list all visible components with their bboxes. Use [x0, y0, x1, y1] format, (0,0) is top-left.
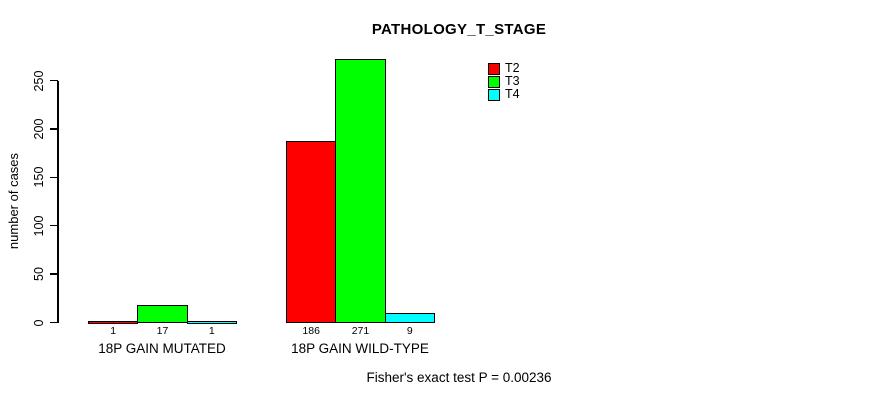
bar-value-label: 9: [406, 325, 413, 337]
x-category-label: 18P GAIN MUTATED: [98, 341, 226, 356]
y-tick-label: 150: [32, 166, 46, 188]
chart-title: PATHOLOGY_T_STAGE: [371, 21, 547, 38]
bar-t3-group2: [335, 59, 386, 324]
bar-t4-group1: [186, 320, 237, 324]
legend-item-t4: T4: [488, 88, 520, 101]
legend-swatch-t4: [488, 88, 500, 101]
y-tick-label: 0: [32, 319, 46, 326]
bar-value-label: 1: [110, 325, 117, 337]
y-tick-label: 50: [32, 267, 46, 282]
y-tick-mark: [50, 321, 58, 324]
bar-t4-group2: [384, 312, 435, 324]
y-tick-label: 100: [32, 215, 46, 237]
legend-label: T2: [505, 61, 520, 75]
y-tick-label: 250: [32, 70, 46, 91]
legend-swatch-t3: [488, 75, 500, 88]
y-tick-mark: [50, 224, 58, 227]
bar-t2-group2: [286, 141, 337, 324]
legend-item-t3: T3: [488, 75, 520, 88]
legend-swatch-t2: [488, 62, 500, 75]
legend-item-t2: T2: [488, 62, 520, 75]
bar-t2-group1: [88, 320, 139, 324]
y-tick-mark: [50, 79, 58, 82]
y-tick-mark: [50, 176, 58, 179]
y-tick-mark: [50, 273, 58, 275]
legend-label: T3: [505, 74, 520, 88]
bar-value-label: 17: [156, 325, 169, 337]
legend-label: T4: [505, 87, 520, 101]
bar-value-label: 271: [351, 325, 370, 337]
y-axis-label: number of cases: [6, 152, 21, 250]
legend: T2 T3 T4: [488, 62, 520, 101]
bar-t3-group1: [137, 305, 188, 324]
bar-value-label: 1: [208, 325, 215, 337]
x-category-label: 18P GAIN WILD-TYPE: [291, 341, 429, 356]
annotation-text: Fisher's exact test P = 0.00236: [366, 370, 552, 385]
y-axis-line: [57, 80, 59, 323]
y-tick-mark: [50, 128, 58, 130]
y-tick-label: 200: [32, 118, 46, 140]
bar-value-label: 186: [302, 325, 320, 337]
